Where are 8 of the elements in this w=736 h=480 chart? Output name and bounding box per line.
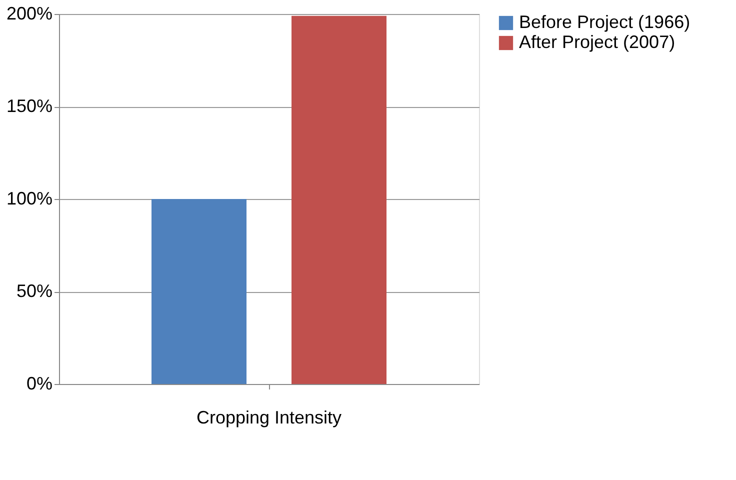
y-tick-label: 100% [6,188,52,208]
x-tick-label: Cropping Intensity [196,408,342,428]
y-tick-label: 150% [6,96,52,116]
legend-label: Before Project (1966) [519,12,690,32]
legend-label: After Project (2007) [519,32,676,52]
y-tick-label: 0% [26,374,52,394]
y-tick-label: 200% [6,4,52,24]
y-tick-label: 50% [16,281,52,301]
